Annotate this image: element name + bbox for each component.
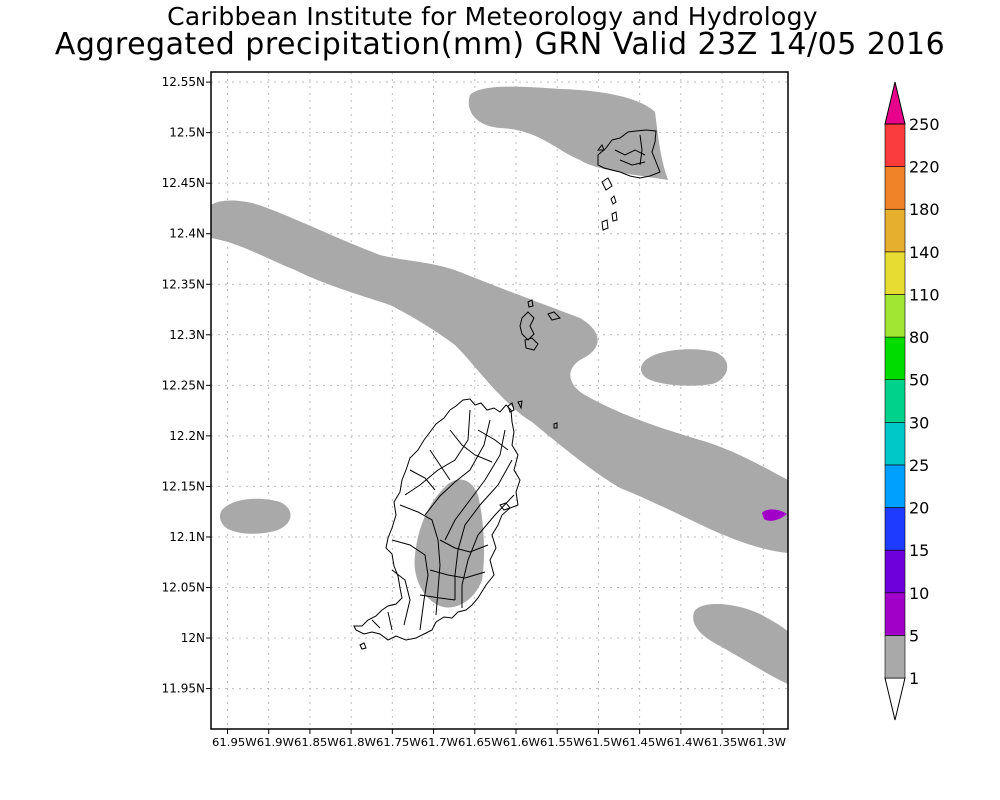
lat-tick-label: 12.05N [162,580,205,594]
lat-tick-label: 11.95N [162,682,205,696]
legend-swatch-below-1 [884,677,906,721]
longitude-ticks [226,729,764,734]
legend-label: 30 [909,413,929,432]
legend-label: 50 [909,371,929,390]
legend-label: 110 [909,285,940,304]
legend-swatch [884,294,906,338]
legend-label: 1 [909,669,919,688]
legend-label: 80 [909,328,929,347]
legend-label: 20 [909,499,929,518]
rain-blob-grenada [414,479,485,608]
latitude-ticks: 12.55N 12.5N 12.45N 12.4N 12.35N 12.3N 12.25N 1… [162,75,211,696]
legend-label: 25 [909,456,929,475]
lat-tick-label: 12.4N [169,227,205,241]
grenadines-islands-outline [359,129,661,650]
lat-tick-label: 12.25N [162,378,205,392]
legend-swatch [884,592,906,636]
grenada-island-outline [353,398,521,641]
legend-swatch [884,464,906,508]
lat-tick-label: 12.1N [169,530,205,544]
legend-swatch [884,379,906,423]
plot-frame [210,71,789,730]
rain-blob-southeast [693,603,788,684]
legend-label: 10 [909,584,929,603]
legend-swatch [884,208,906,253]
rain-band-main [211,200,788,553]
legend-swatch [884,549,906,594]
legend-swatch [884,336,906,380]
lat-tick-label: 12.3N [169,328,205,342]
lat-tick-label: 12.35N [162,277,205,291]
legend-label: 5 [909,626,919,645]
lat-tick-label: 12.5N [169,126,205,140]
precip-1-5mm-areas [211,86,788,684]
lat-tick-label: 12.45N [162,176,205,190]
legend-label: 180 [909,200,940,219]
chart-title-institute: Caribbean Institute for Meteorology and … [167,2,818,31]
legend-label: 220 [909,158,940,177]
chart-title-product: Aggregated precipitation(mm) GRN Valid 2… [54,27,946,62]
lat-tick-label: 12.2N [169,429,205,443]
lat-tick-label: 12.55N [162,75,205,89]
lat-tick-label: 12N [181,631,205,645]
map-plot-area [211,72,788,729]
legend-swatch-above-250 [884,81,906,125]
rain-band-north [468,86,668,180]
lat-tick-label: 12.15N [162,479,205,493]
legend-swatch [884,635,906,679]
legend-swatch [884,422,906,466]
rain-blob-west [219,498,291,534]
precip-5-10mm-area [762,509,787,521]
legend-label: 15 [909,541,929,560]
legend-swatch [884,507,906,551]
legend-swatch [884,166,906,210]
legend-label: 250 [909,115,940,134]
legend-swatch [884,123,906,167]
legend-swatch [884,251,906,295]
legend-label: 140 [909,243,940,262]
longitude-tick-labels: 61.95W61.9W61.85W61.8W61.75W61.7W61.65W6… [212,736,786,749]
rain-blob-east [640,349,728,386]
